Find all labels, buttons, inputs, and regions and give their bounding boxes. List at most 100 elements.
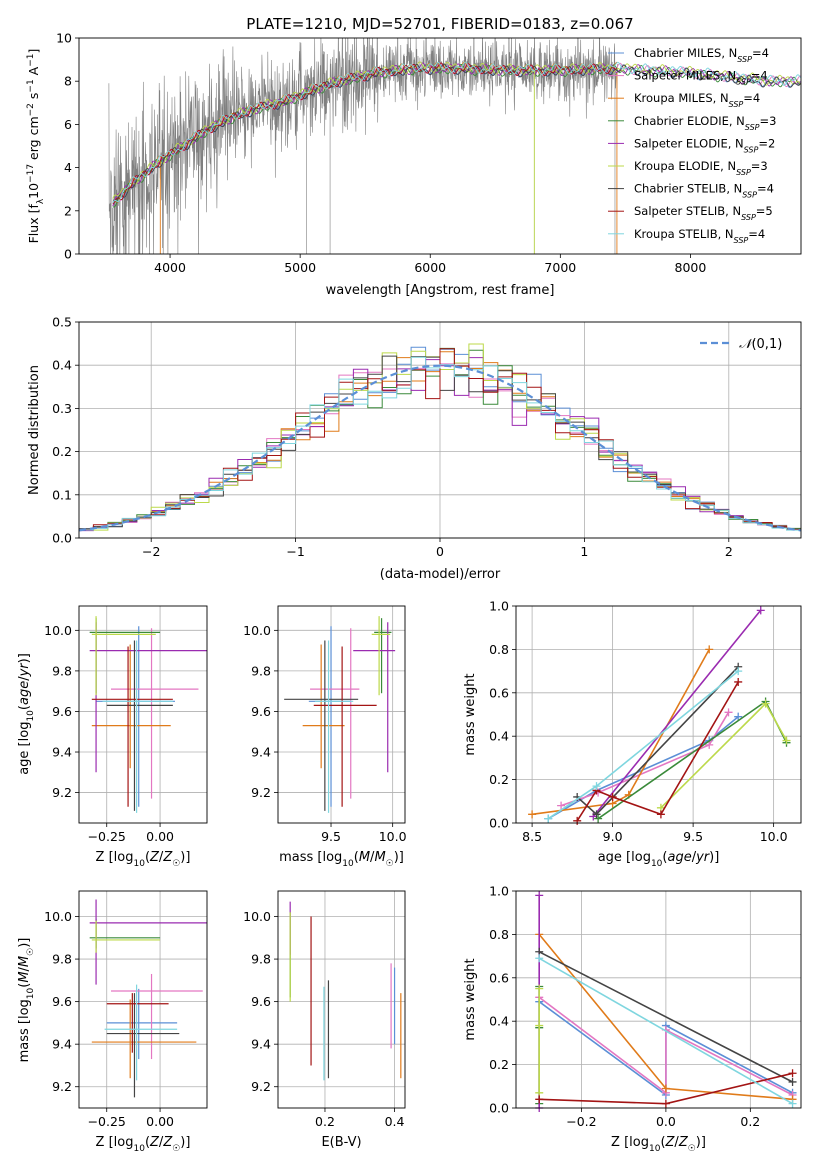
- y-tick-label: 0.1: [52, 487, 72, 502]
- y-tick-label: 9.4: [52, 1037, 72, 1052]
- y-tick-label: 0.8: [489, 927, 509, 942]
- axes-frame: [515, 890, 802, 1109]
- x-tick-label: 0.00: [146, 829, 174, 844]
- y-tick-label: 0.8: [489, 642, 509, 657]
- x-tick-label: −0.2: [566, 1114, 596, 1129]
- x-axis-label: age [log10(age/yr)]: [598, 850, 720, 869]
- x-tick-label: 0.2: [315, 1114, 335, 1129]
- legend-label: Kroupa MILES, NSSP=4: [634, 91, 760, 109]
- axes-frame: [277, 605, 406, 824]
- y-tick-label: 9.8: [52, 663, 72, 678]
- y-tick-label: 0.2: [489, 772, 509, 787]
- y-axis-label: mass weight: [463, 673, 478, 755]
- y-tick-label: 9.2: [52, 1079, 72, 1094]
- axes-residuals: −2 −1 0 1 2 0.0 0.1 0.2 0.3 0.4 0.5 𝒩(0,1) (data-mod…: [27, 315, 802, 582]
- y-tick-label: 1.0: [489, 599, 509, 614]
- x-tick-label: 7000: [544, 260, 576, 275]
- weight-point: [782, 736, 791, 745]
- weight-point: [557, 801, 566, 810]
- x-tick-label: −0.25: [88, 829, 126, 844]
- figure-title: PLATE=1210, MJD=52701, FIBERID=0183, z=0…: [246, 15, 633, 33]
- x-tick-label: 10.0: [760, 829, 788, 844]
- axes-age-vs-mass: 9.5 10.0 9.2 9.4 9.6 9.8 10.0 mass [log10(M/M☉)…: [243, 605, 407, 869]
- legend-label: Salpeter MILES, NSSP=4: [634, 69, 768, 87]
- axes-frame: [78, 890, 208, 1109]
- x-axis-label: E(B-V): [321, 1135, 361, 1150]
- weight-point: [592, 810, 601, 819]
- weight-point: [734, 667, 743, 676]
- weight-point: [756, 606, 765, 615]
- y-tick-label: 9.8: [52, 952, 72, 967]
- legend-label: Kroupa ELODIE, NSSP=3: [634, 159, 768, 177]
- weight-point: [535, 954, 544, 963]
- x-tick-label: 9.5: [683, 829, 703, 844]
- weight-point: [535, 891, 544, 900]
- x-tick-label: 0.00: [146, 1114, 174, 1129]
- y-axis-label: Normed distribution: [27, 365, 42, 495]
- weight-point: [592, 782, 601, 791]
- weight-point: [535, 1021, 544, 1030]
- y-tick-label: 1.0: [489, 884, 509, 899]
- legend-label: Chabrier MILES, NSSP=4: [634, 46, 769, 64]
- weight-point: [661, 1099, 670, 1108]
- x-axis-label: Z [log10(Z/Z☉)]: [96, 1135, 191, 1154]
- x-tick-label: 1: [580, 544, 588, 559]
- axes-age-vs-Z: −0.25 0.00 9.2 9.4 9.6 9.8 10.0 Z [log10(Z/Z☉)]…: [17, 605, 208, 869]
- y-tick-label: 4: [64, 160, 72, 175]
- weight-line-1: [560, 711, 730, 807]
- y-tick-label: 9.4: [251, 745, 271, 760]
- weight-point: [535, 1095, 544, 1104]
- weight-point: [656, 810, 665, 819]
- axes-frame: [515, 605, 802, 824]
- y-tick-label: 10.0: [243, 623, 271, 638]
- model-line-8: [112, 61, 801, 204]
- y-tick-label: 10.0: [44, 909, 72, 924]
- y-tick-label: 9.4: [52, 745, 72, 760]
- weight-point: [734, 712, 743, 721]
- y-tick-label: 9.6: [52, 994, 72, 1009]
- y-tick-label: 0.0: [489, 1101, 509, 1116]
- x-tick-label: 4000: [154, 260, 186, 275]
- weight-line-0: [547, 716, 739, 820]
- weight-point: [594, 814, 603, 823]
- y-tick-label: 0.0: [489, 816, 509, 831]
- y-tick-label: 0.0: [52, 531, 72, 546]
- y-axis-label: Flux [fλ10−17 erg cm−2 s−1 A−1]: [26, 49, 46, 244]
- y-tick-label: 0.5: [52, 315, 72, 330]
- y-tick-label: 9.2: [251, 785, 271, 800]
- y-axis-label: age [log10(age/yr)]: [17, 653, 36, 775]
- x-axis-label: (data-model)/error: [380, 567, 501, 582]
- x-axis-label: mass [log10(M/M☉)]: [279, 850, 404, 869]
- axes-frame: [277, 890, 406, 1109]
- x-tick-label: −1: [286, 544, 304, 559]
- x-tick-label: 2: [725, 544, 733, 559]
- weight-point: [608, 792, 617, 801]
- y-tick-label: 9.2: [251, 1079, 271, 1094]
- weight-point: [761, 699, 770, 708]
- y-tick-label: 9.4: [251, 1037, 271, 1052]
- y-tick-label: 0.4: [489, 729, 509, 744]
- y-tick-label: 0: [64, 247, 72, 262]
- model-line-6: [112, 63, 801, 202]
- y-axis-label: mass weight: [463, 958, 478, 1040]
- x-tick-label: 9.5: [321, 829, 341, 844]
- weight-line-1: [538, 996, 793, 1096]
- x-tick-label: 6000: [414, 260, 446, 275]
- normal-curve: [78, 364, 802, 532]
- y-tick-label: 10.0: [243, 909, 271, 924]
- y-tick-label: 10: [56, 31, 72, 46]
- weight-point: [528, 810, 537, 819]
- x-tick-label: 0.4: [385, 1114, 405, 1129]
- weight-line-6: [538, 951, 793, 1083]
- x-tick-label: −2: [142, 544, 160, 559]
- x-tick-label: −0.25: [88, 1114, 126, 1129]
- axes-frame: [78, 37, 802, 255]
- weight-point: [705, 740, 714, 749]
- legend-label: 𝒩(0,1): [739, 337, 782, 352]
- x-tick-label: 5000: [284, 260, 316, 275]
- legend-label: Salpeter ELODIE, NSSP=2: [634, 136, 775, 154]
- axes-spectrum: 4000 5000 6000 7000 8000 0 2 4 6 8 10 Chabrier MILE…: [26, 31, 802, 298]
- y-tick-label: 0.2: [489, 1057, 509, 1072]
